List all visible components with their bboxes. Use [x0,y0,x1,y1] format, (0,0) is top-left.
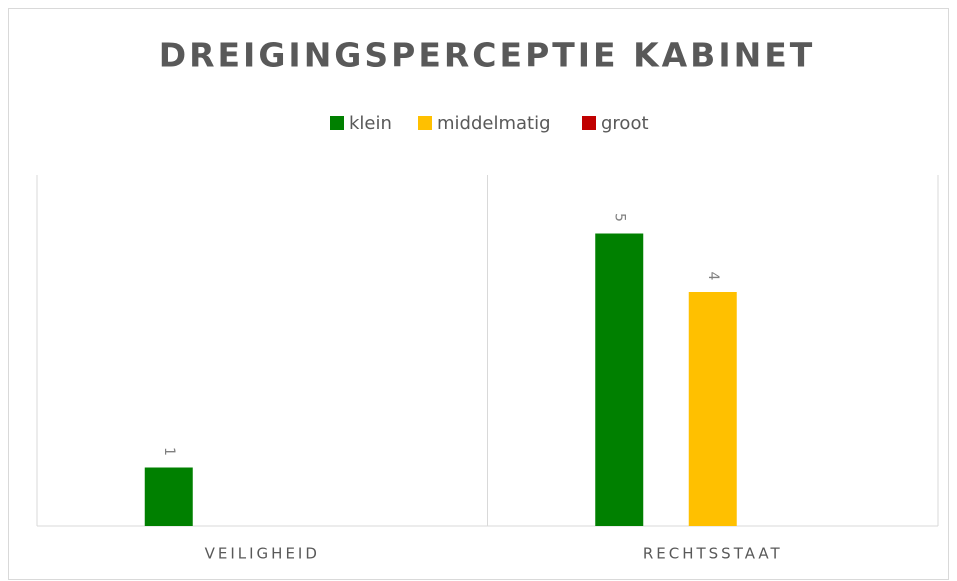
legend-label: groot [601,113,649,134]
bar [595,233,644,526]
data-label: 1 [161,447,177,456]
x-tick-label: VEILIGHEID [205,545,320,563]
legend-swatch [330,116,344,130]
legend-swatch [582,116,596,130]
data-label: 4 [705,272,721,281]
x-tick-label: RECHTSSTAAT [643,545,783,563]
legend-label: middelmatig [437,113,551,134]
legend-swatch [418,116,432,130]
data-label: 5 [611,213,627,222]
bar [144,467,193,526]
bar [688,292,737,526]
chart-title: DREIGINGSPERCEPTIE KABINET [159,36,816,75]
legend-label: klein [349,113,392,134]
